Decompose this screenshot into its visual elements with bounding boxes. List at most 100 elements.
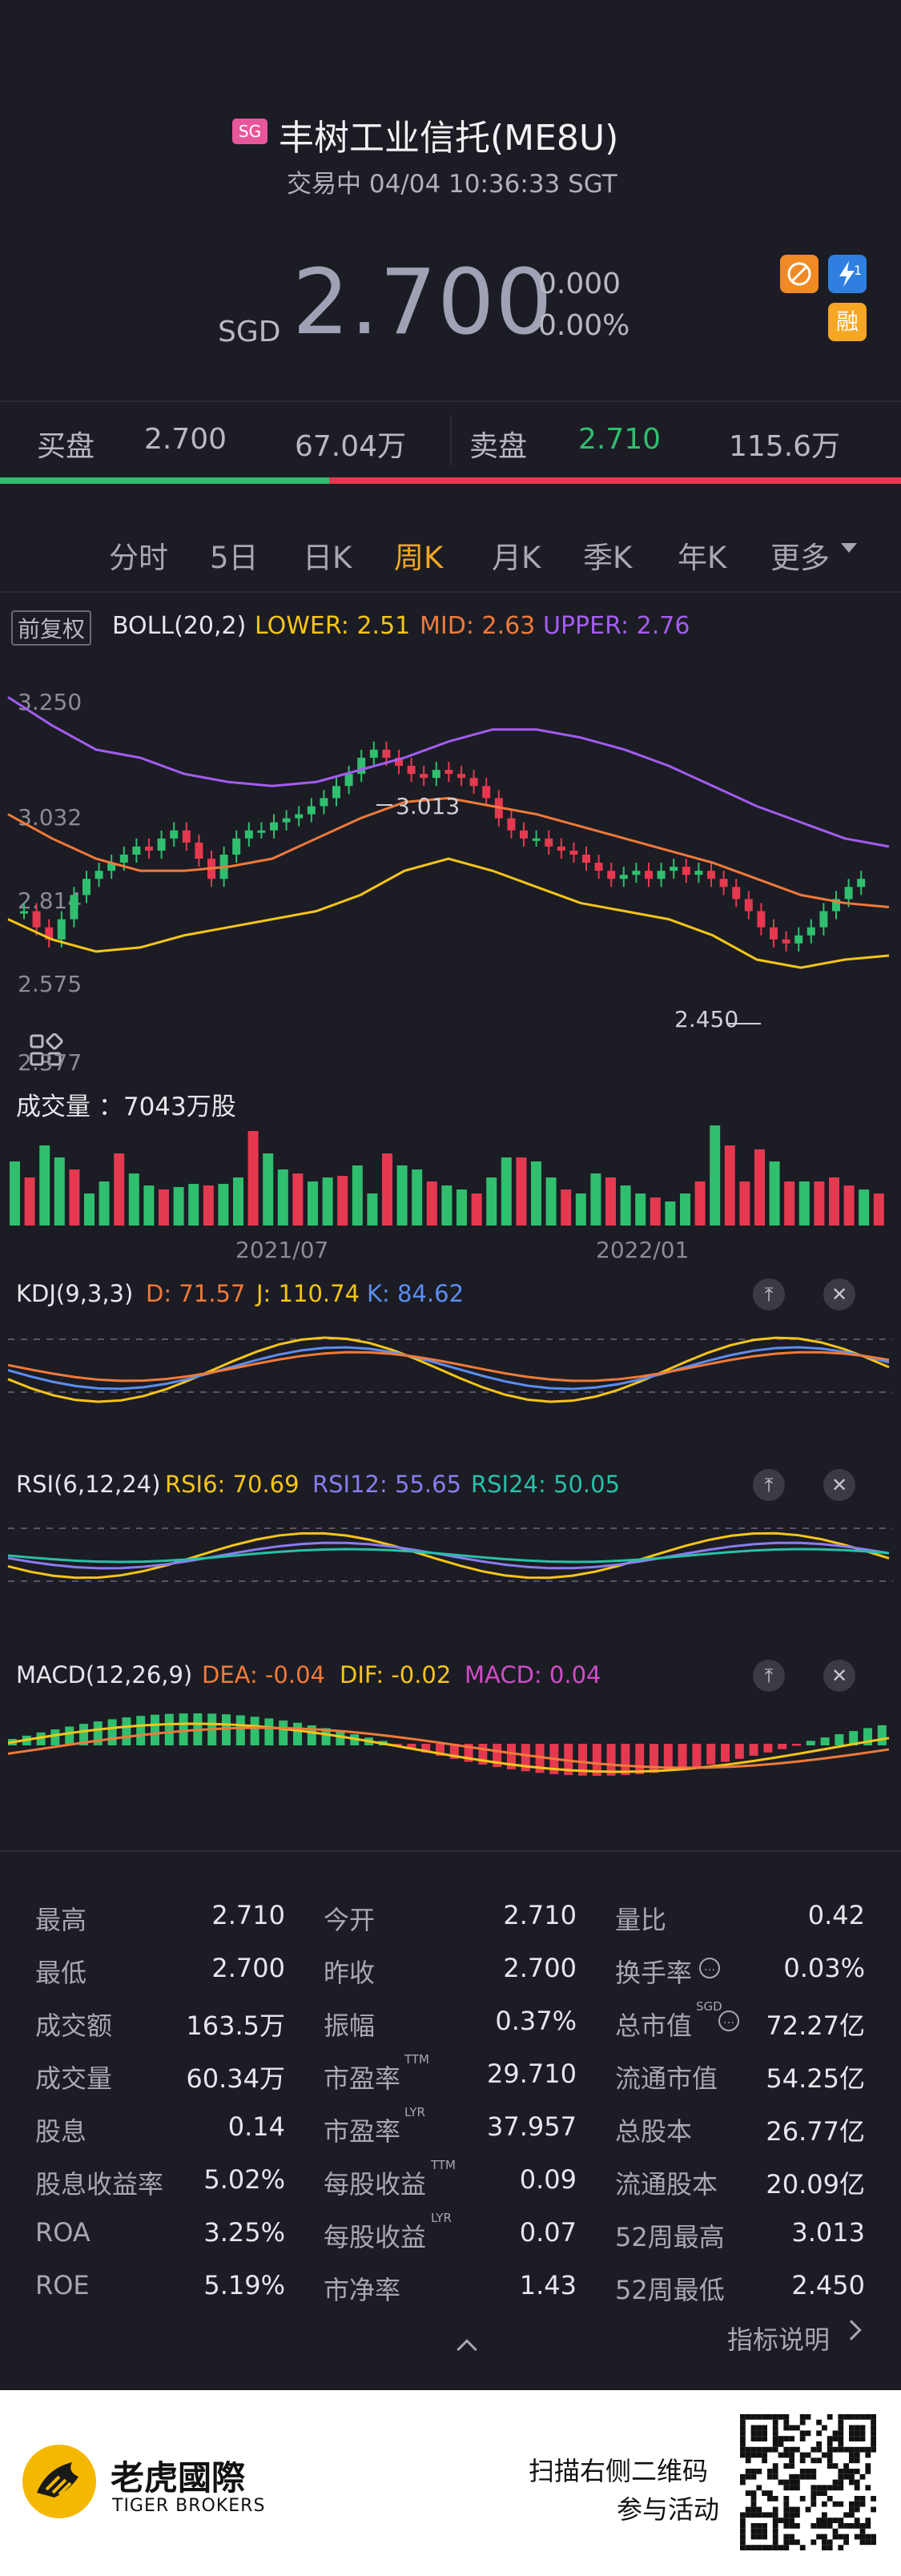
tab-quarterly[interactable]: 季K xyxy=(583,541,633,575)
stat-label: 每股收益 xyxy=(324,2222,427,2252)
qr-module xyxy=(859,2425,866,2431)
kline-chart[interactable] xyxy=(0,641,901,1073)
qr-module xyxy=(756,2414,762,2420)
macd-bar xyxy=(307,1725,316,1745)
tab-5day[interactable]: 5日 xyxy=(210,541,259,575)
qr-module xyxy=(805,2414,811,2420)
stat-label: 市盈率 xyxy=(324,2063,401,2094)
macd-bar xyxy=(65,1726,74,1745)
boll-lower-line xyxy=(7,857,890,969)
close-icon[interactable]: ✕ xyxy=(823,1660,855,1692)
qr-module xyxy=(816,2441,822,2447)
stat-label[interactable]: 总市值 xyxy=(615,2010,693,2041)
qr-module xyxy=(745,2469,751,2474)
qr-module xyxy=(859,2436,866,2441)
qr-module xyxy=(843,2414,849,2420)
macd-bar xyxy=(849,1731,859,1745)
pin-icon[interactable]: ⤒ xyxy=(753,1660,785,1692)
qr-module xyxy=(783,2446,790,2453)
qr-module xyxy=(762,2490,767,2496)
macd-bar xyxy=(436,1744,444,1757)
qr-module xyxy=(838,2534,844,2540)
qr-module xyxy=(838,2518,844,2523)
pin-icon[interactable]: ⤒ xyxy=(753,1469,785,1501)
rsi12-line xyxy=(7,1541,890,1570)
volume-bar xyxy=(635,1193,646,1226)
rsi24-line xyxy=(7,1548,890,1564)
qr-module xyxy=(838,2430,844,2437)
qr-module xyxy=(762,2457,767,2464)
qr-module xyxy=(799,2436,806,2441)
volume-bar xyxy=(84,1193,95,1226)
qr-module xyxy=(772,2496,778,2502)
qr-module xyxy=(859,2539,866,2546)
candle-body xyxy=(607,871,616,879)
candle-body xyxy=(295,814,304,819)
macd-bar xyxy=(749,1744,758,1756)
flash-icon[interactable]: 1 xyxy=(828,255,867,293)
qr-module xyxy=(871,2441,876,2447)
qr-module xyxy=(832,2534,839,2540)
pin-icon[interactable]: ⤒ xyxy=(753,1278,785,1310)
info-icon[interactable]: … xyxy=(699,1958,720,1978)
stat-value: 3.25% xyxy=(203,2217,285,2248)
rsi6-line xyxy=(7,1532,890,1580)
candle-body xyxy=(157,838,166,851)
qr-module xyxy=(756,2485,762,2491)
macd-bar xyxy=(164,1713,174,1745)
volume-bar xyxy=(159,1189,169,1226)
qr-module xyxy=(772,2430,778,2437)
stat-value: 2.450 xyxy=(791,2270,865,2300)
volume-bar xyxy=(337,1176,348,1226)
qr-module xyxy=(756,2452,762,2458)
qr-module xyxy=(740,2419,746,2425)
macd-bar xyxy=(763,1744,773,1753)
candle-body xyxy=(806,927,815,936)
adjust-toggle[interactable]: 前复权 xyxy=(11,610,92,646)
rsi-12: RSI12: 55.65 xyxy=(312,1471,462,1498)
tab-intraday[interactable]: 分时 xyxy=(109,541,168,575)
info-icon[interactable]: … xyxy=(718,2010,739,2031)
stock-name[interactable]: 丰树工业信托(ME8U) xyxy=(279,118,619,159)
close-icon[interactable]: ✕ xyxy=(823,1469,855,1501)
qr-module xyxy=(832,2518,839,2523)
tiger-logo-icon xyxy=(22,2445,96,2518)
nosh-icon[interactable] xyxy=(780,255,819,293)
qr-module xyxy=(854,2452,860,2458)
stat-label: 量比 xyxy=(615,1905,667,1935)
qr-module xyxy=(838,2425,844,2431)
volume-chart[interactable] xyxy=(0,1113,901,1226)
x-tick-2021-07: 2021/07 xyxy=(235,1237,329,1263)
qr-module xyxy=(767,2490,773,2496)
candle-body xyxy=(670,867,678,871)
qr-module xyxy=(789,2534,794,2540)
candle-body xyxy=(95,871,103,879)
indicator-help-link[interactable]: 指标说明 xyxy=(727,2324,831,2355)
candle-body xyxy=(469,778,478,787)
qr-module xyxy=(822,2523,827,2529)
candle-body xyxy=(732,887,741,900)
kdj-k: K: 84.62 xyxy=(367,1280,465,1307)
qr-module xyxy=(822,2490,827,2496)
stat-value: 37.957 xyxy=(487,2111,577,2142)
stat-superscript: LYR xyxy=(431,2211,452,2225)
chevron-down-icon[interactable] xyxy=(841,543,857,553)
margin-badge[interactable]: 融 xyxy=(828,303,867,341)
volume-bar xyxy=(382,1153,392,1226)
tab-monthly[interactable]: 月K xyxy=(492,541,541,575)
qr-module xyxy=(783,2545,790,2550)
layout-grid-icon[interactable] xyxy=(29,1032,64,1072)
stat-label[interactable]: 换手率 xyxy=(615,1958,693,1988)
qr-code-icon[interactable] xyxy=(740,2414,876,2550)
qr-module xyxy=(740,2518,746,2523)
quote-header: SG 丰树工业信托(ME8U) 交易中 04/04 10:36:33 SGT S… xyxy=(0,0,901,400)
tab-yearly[interactable]: 年K xyxy=(678,541,727,575)
kdj-chart xyxy=(7,1336,893,1403)
qr-module xyxy=(871,2430,876,2437)
qr-module xyxy=(783,2512,790,2518)
tab-daily[interactable]: 日K xyxy=(303,541,352,575)
tab-weekly[interactable]: 周K xyxy=(394,541,444,575)
qr-module xyxy=(838,2523,844,2529)
tab-more[interactable]: 更多 xyxy=(770,541,830,575)
close-icon[interactable]: ✕ xyxy=(823,1278,855,1310)
